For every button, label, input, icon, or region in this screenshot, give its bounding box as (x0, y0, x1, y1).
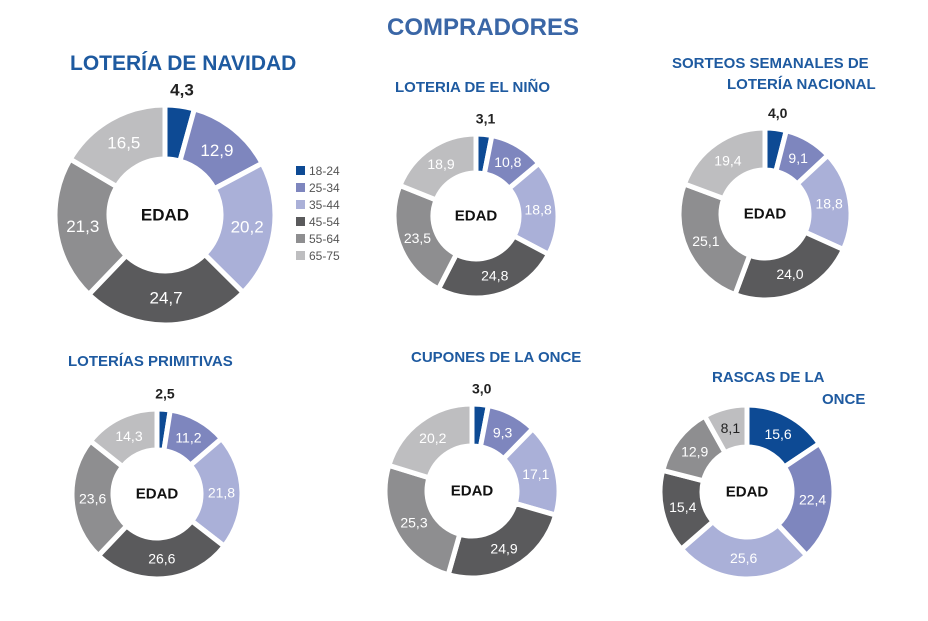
center-label: EDAD (455, 208, 498, 225)
donut-slice-65-75 (86, 406, 160, 471)
data-label: 19,4 (714, 153, 741, 169)
data-label: 11,2 (175, 430, 201, 446)
center-label: EDAD (451, 483, 494, 500)
chart-title-rascas-2: ONCE (822, 391, 866, 408)
legend-label: 18-24 (309, 163, 340, 178)
center-label: EDAD (141, 206, 189, 225)
data-label: 20,2 (419, 430, 446, 446)
donut-slice-35-44 (186, 435, 245, 550)
chart-title-semanales-1: SORTEOS SEMANALES DE (672, 55, 869, 72)
data-label: 16,5 (107, 133, 140, 152)
donut-slice-35-44 (677, 518, 811, 582)
legend-swatch (296, 200, 305, 209)
data-label: 10,8 (494, 154, 521, 170)
data-label: 18,8 (525, 201, 552, 217)
center-label: EDAD (136, 486, 179, 503)
data-label: 23,5 (404, 230, 431, 246)
chart-title-navidad: LOTERÍA DE NAVIDAD (70, 52, 297, 75)
data-label: 3,0 (472, 380, 492, 396)
donut-slice-55-64 (69, 437, 131, 560)
data-label: 21,3 (66, 217, 99, 236)
legend-swatch (296, 251, 305, 260)
data-label: 4,0 (768, 105, 788, 121)
legend-swatch (296, 217, 305, 226)
data-label: 24,8 (481, 268, 508, 284)
data-label: 15,6 (764, 426, 791, 442)
data-label: 20,2 (231, 218, 264, 237)
chart-title-primitivas: LOTERÍAS PRIMITIVAS (68, 353, 233, 370)
data-label: 23,6 (79, 490, 106, 506)
data-label: 24,7 (149, 288, 182, 307)
legend-item: 35-44 (296, 196, 340, 213)
data-label: 24,0 (776, 266, 803, 282)
data-label: 22,4 (799, 491, 826, 507)
legend: 18-24 25-34 35-44 45-54 55-64 65-75 (296, 162, 340, 264)
donut-slice-65-75 (396, 131, 479, 204)
center-label: EDAD (726, 484, 769, 501)
chart-title-rascas-1: RASCAS DE LA (712, 369, 825, 386)
chart-title-semanales-2: LOTERÍA NACIONAL (727, 76, 876, 93)
data-label: 12,9 (681, 444, 708, 460)
legend-label: 55-64 (309, 231, 340, 246)
data-label: 21,8 (208, 484, 235, 500)
data-label: 26,6 (148, 550, 175, 566)
data-label: 3,1 (476, 110, 496, 126)
donut-slice-55-64 (676, 180, 753, 298)
data-label: 2,5 (155, 385, 175, 401)
data-label: 9,3 (493, 425, 513, 441)
data-label: 15,4 (669, 499, 696, 515)
legend-label: 65-75 (309, 248, 340, 263)
data-label: 25,6 (730, 550, 757, 566)
data-label: 9,1 (788, 150, 808, 166)
chart-title-nino: LOTERIA DE EL NIÑO (395, 79, 551, 96)
data-label: 25,1 (692, 233, 719, 249)
legend-item: 18-24 (296, 162, 340, 179)
data-label: 25,3 (400, 514, 427, 530)
donut-slice-65-75 (701, 402, 750, 457)
data-label: 17,1 (522, 466, 549, 482)
legend-label: 35-44 (309, 197, 340, 212)
data-label: 12,9 (200, 141, 233, 160)
legend-item: 65-75 (296, 247, 340, 264)
donut-slice-65-75 (681, 125, 768, 202)
legend-item: 45-54 (296, 213, 340, 230)
main-title: COMPRADORES (386, 14, 579, 41)
donut-slice-55-64 (391, 182, 460, 293)
center-label: EDAD (744, 206, 787, 223)
donut-slice-45-54 (731, 228, 847, 303)
data-label: 14,3 (115, 428, 142, 444)
legend-swatch (296, 166, 305, 175)
data-label: 24,9 (490, 541, 517, 557)
legend-item: 25-34 (296, 179, 340, 196)
chart-title-cupones: CUPONES DE LA ONCE (411, 349, 582, 366)
donut-slice-55-64 (382, 462, 463, 578)
data-label: 18,9 (427, 156, 454, 172)
donut-slice-65-75 (385, 401, 475, 481)
legend-swatch (296, 234, 305, 243)
data-label: 8,1 (721, 420, 741, 436)
data-label: 4,3 (170, 81, 194, 100)
donut-slice-65-75 (66, 102, 168, 190)
donut-slice-45-54 (85, 250, 247, 328)
data-label: 18,8 (816, 195, 843, 211)
legend-item: 55-64 (296, 230, 340, 247)
legend-swatch (296, 183, 305, 192)
donut-slice-45-54 (94, 517, 228, 582)
donut-slice-45-54 (445, 500, 559, 581)
legend-label: 25-34 (309, 180, 340, 195)
legend-label: 45-54 (309, 214, 340, 229)
